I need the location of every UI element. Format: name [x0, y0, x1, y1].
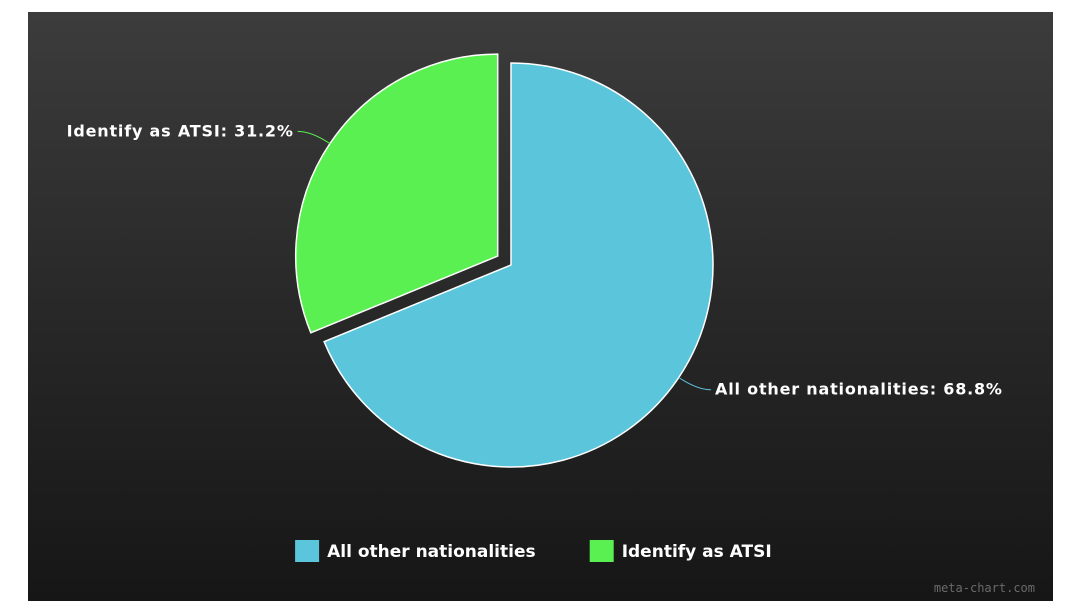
legend-label-all-other-nationalities[interactable]: All other nationalities [327, 542, 536, 562]
chart-frame: All other nationalities: 68.8% Identify a… [28, 12, 1053, 601]
pie-slice-all-other-nationalities[interactable] [323, 62, 714, 468]
leader-lines [297, 130, 712, 391]
legend-label-identify-as-atsi[interactable]: Identify as ATSI [622, 542, 772, 562]
slice-labels: All other nationalities: 68.8% Identify a… [67, 121, 1003, 399]
data-label-identify-as-atsi: Identify as ATSI: 31.2% [67, 121, 294, 140]
data-label-all-other-nationalities: All other nationalities: 68.8% [715, 380, 1003, 399]
pie-slice-identify-as-atsi[interactable] [294, 53, 499, 334]
legend-swatch-identify-as-atsi[interactable] [589, 540, 614, 562]
leader-line-identify-as-atsi [297, 130, 331, 145]
watermark: meta-chart.com [934, 581, 1035, 595]
legend-swatch-all-other-nationalities[interactable] [295, 540, 320, 562]
pie-chart: All other nationalities: 68.8% Identify a… [67, 53, 1035, 595]
leader-line-all-other-nationalities [678, 377, 712, 391]
pie-slices [294, 53, 714, 468]
legend: All other nationalities Identify as ATSI [295, 540, 772, 562]
